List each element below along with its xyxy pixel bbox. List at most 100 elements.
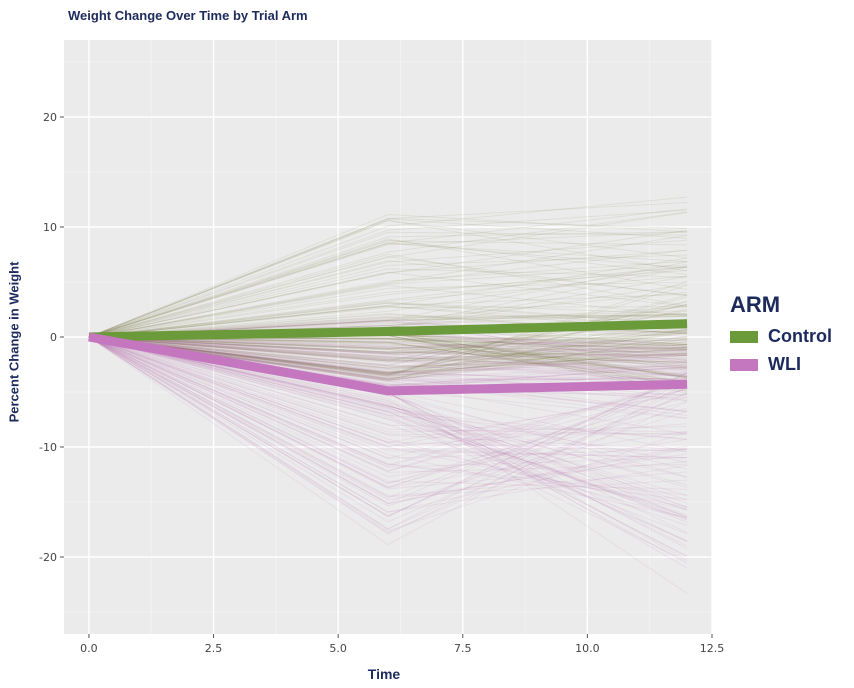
individual-trajectory: [88, 264, 688, 338]
individual-trajectory: [88, 328, 688, 350]
individual-trajectory: [88, 336, 688, 349]
individual-trajectory: [88, 336, 688, 518]
individual-trajectory: [88, 316, 688, 364]
individual-trajectory: [88, 336, 688, 523]
individual-trajectory: [88, 336, 688, 368]
individual-trajectory: [88, 336, 688, 374]
individual-trajectory: [88, 336, 688, 378]
legend-key-wli: [730, 358, 758, 371]
individual-trajectory: [88, 336, 688, 376]
x-tick-label: 7.5: [454, 642, 472, 655]
individual-trajectory: [88, 336, 688, 459]
individual-trajectory: [88, 336, 688, 373]
individual-trajectory: [88, 336, 688, 489]
individual-trajectory: [88, 268, 688, 338]
y-tick-label: 20: [43, 111, 57, 124]
individual-trajectory: [88, 336, 688, 350]
x-tick-label: 0.0: [80, 642, 98, 655]
individual-trajectory: [88, 239, 688, 338]
individual-trajectory: [88, 202, 688, 338]
individual-trajectory: [88, 336, 688, 369]
individual-trajectory: [88, 336, 688, 508]
individual-trajectory: [88, 336, 688, 490]
individual-trajectory: [88, 254, 688, 338]
individual-trajectory: [88, 336, 688, 459]
individual-trajectory: [88, 249, 688, 338]
individual-trajectory: [88, 336, 688, 353]
individual-trajectory: [88, 336, 688, 370]
individual-trajectory: [88, 336, 688, 367]
individual-trajectory: [88, 336, 688, 473]
individual-trajectory: [88, 336, 688, 369]
individual-trajectory: [88, 336, 688, 382]
individual-trajectory: [88, 336, 688, 375]
individual-trajectory: [88, 336, 688, 519]
individual-trajectory: [88, 336, 688, 349]
individual-trajectory: [88, 336, 688, 498]
individual-trajectory: [88, 336, 688, 542]
series-line-control: [88, 319, 688, 342]
individual-trajectory: [88, 260, 688, 338]
individual-trajectory: [88, 231, 688, 338]
individual-trajectory: [88, 336, 688, 504]
individual-trajectory: [88, 336, 688, 501]
individual-trajectory: [88, 336, 688, 387]
individual-trajectory: [88, 336, 688, 376]
individual-trajectory: [88, 336, 688, 535]
individual-trajectory: [88, 336, 688, 516]
x-axis-label: Time: [367, 666, 401, 682]
individual-trajectory: [88, 336, 688, 369]
y-tick-label: 10: [43, 221, 57, 234]
individual-trajectory: [88, 214, 688, 338]
legend-item-control: Control: [730, 326, 832, 347]
individual-trajectory: [88, 336, 688, 416]
individual-trajectory: [88, 336, 688, 523]
individual-trajectory: [88, 332, 688, 349]
individual-trajectory: [88, 275, 688, 338]
individual-trajectory: [88, 336, 688, 562]
individual-trajectory: [88, 336, 688, 520]
individual-trajectory: [88, 336, 688, 433]
individual-trajectory: [88, 336, 688, 468]
individual-trajectory: [88, 336, 688, 532]
individual-trajectory: [88, 260, 688, 338]
individual-trajectory: [88, 336, 688, 505]
individual-trajectory: [88, 336, 688, 517]
legend-title: ARM: [730, 292, 781, 317]
individual-trajectory: [88, 294, 688, 376]
individual-trajectory: [88, 336, 688, 534]
individual-trajectory: [88, 336, 688, 451]
individual-trajectory: [88, 336, 688, 443]
individual-trajectory: [88, 332, 688, 353]
individual-trajectory: [88, 284, 688, 376]
individual-trajectory: [88, 336, 688, 436]
individual-trajectory: [88, 314, 688, 338]
individual-trajectory: [88, 301, 688, 338]
individual-trajectory: [88, 239, 688, 338]
individual-trajectory: [88, 336, 688, 499]
x-tick-label: 12.5: [700, 642, 725, 655]
individual-trajectory: [88, 336, 688, 374]
individual-trajectory: [88, 336, 688, 535]
individual-trajectory: [88, 217, 688, 338]
individual-trajectory: [88, 306, 688, 338]
individual-trajectory: [88, 281, 688, 338]
individual-trajectory: [88, 336, 688, 518]
individual-trajectory: [88, 302, 688, 338]
individual-trajectory: [88, 336, 688, 362]
individual-trajectory: [88, 336, 688, 452]
individual-trajectory: [88, 336, 688, 463]
individual-trajectory: [88, 336, 688, 374]
individual-trajectory: [88, 208, 688, 338]
individual-trajectory: [88, 336, 688, 350]
individual-trajectory: [88, 336, 688, 440]
legend-label-wli: WLI: [768, 354, 801, 374]
individual-trajectory: [88, 211, 688, 338]
individual-trajectory: [88, 336, 688, 378]
individual-trajectory: [88, 336, 688, 501]
individual-trajectory: [88, 336, 688, 546]
x-tick-label: 2.5: [205, 642, 223, 655]
individual-trajectory: [88, 336, 688, 370]
individual-trajectory: [88, 336, 688, 530]
individual-trajectory: [88, 324, 688, 376]
